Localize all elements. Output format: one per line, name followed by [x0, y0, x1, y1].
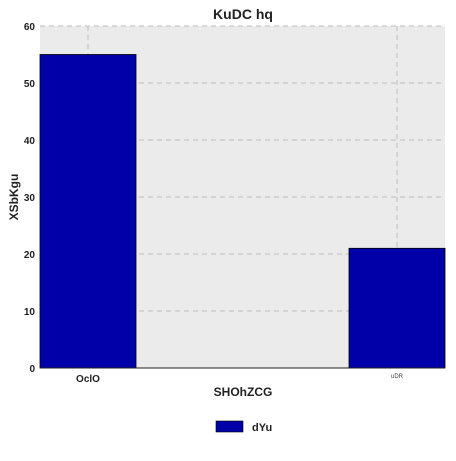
legend: dYu	[215, 420, 272, 434]
y-tick-label: 60	[24, 22, 36, 33]
bar-uDR	[348, 247, 446, 369]
y-tick-label: 20	[24, 250, 36, 261]
x-axis-label: SHOhZCG	[214, 385, 273, 399]
y-tick-label: 40	[24, 136, 36, 147]
chart-title: KuDC hq	[213, 6, 273, 22]
y-tick-label: 10	[24, 307, 36, 318]
bars	[39, 54, 446, 369]
y-axis-label: XSbKgu	[7, 174, 21, 221]
legend-label: dYu	[252, 422, 272, 434]
x-tick-label: uDR	[391, 374, 404, 380]
x-tick-label: OclO	[76, 374, 100, 385]
legend-swatch	[215, 420, 244, 433]
y-tick-label: 50	[24, 79, 36, 90]
y-tick-label: 30	[24, 193, 36, 204]
y-tick-labels: 0 10 20 30 40 50 60	[24, 22, 36, 375]
bar-OclO	[39, 54, 137, 369]
y-tick-label: 0	[29, 364, 35, 375]
x-tick-labels: OclO uDR	[76, 374, 404, 385]
